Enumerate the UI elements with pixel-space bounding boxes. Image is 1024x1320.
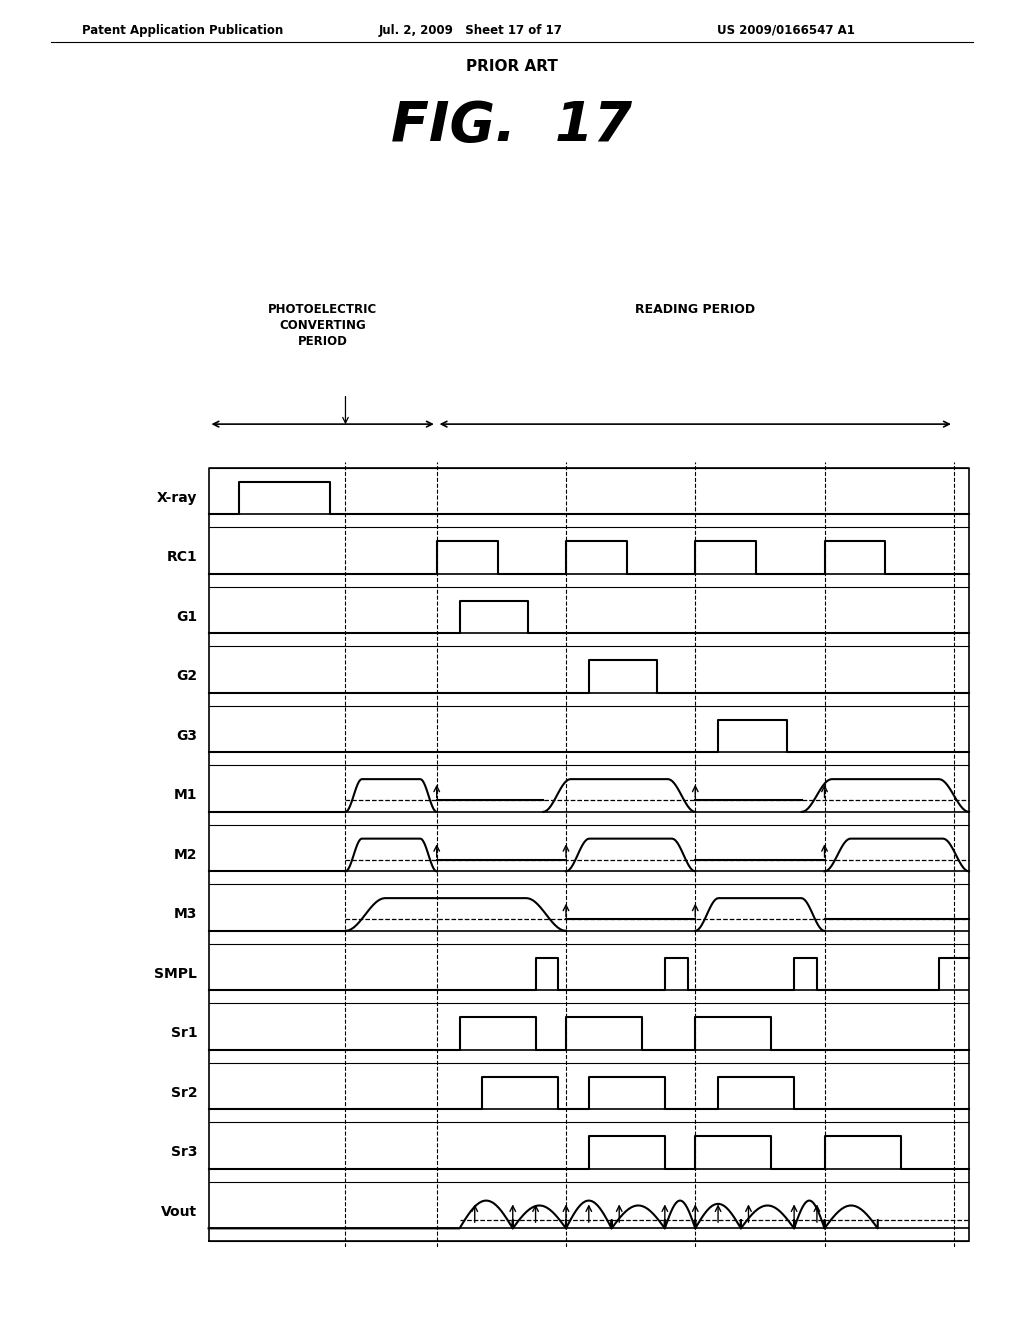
Text: G1: G1 bbox=[176, 610, 198, 624]
Text: G3: G3 bbox=[176, 729, 198, 743]
Text: FIG.  17: FIG. 17 bbox=[391, 99, 633, 153]
Text: PHOTOELECTRIC
CONVERTING
PERIOD: PHOTOELECTRIC CONVERTING PERIOD bbox=[268, 302, 377, 347]
Text: Sr3: Sr3 bbox=[171, 1146, 198, 1159]
Text: Sr2: Sr2 bbox=[171, 1086, 198, 1100]
Text: Sr1: Sr1 bbox=[171, 1027, 198, 1040]
Text: X-ray: X-ray bbox=[157, 491, 198, 506]
Text: PRIOR ART: PRIOR ART bbox=[466, 59, 558, 74]
Text: M1: M1 bbox=[174, 788, 198, 803]
Text: SMPL: SMPL bbox=[155, 968, 198, 981]
Text: RC1: RC1 bbox=[167, 550, 198, 565]
Text: M2: M2 bbox=[174, 847, 198, 862]
Text: Patent Application Publication: Patent Application Publication bbox=[82, 24, 284, 37]
Text: G2: G2 bbox=[176, 669, 198, 684]
Text: READING PERIOD: READING PERIOD bbox=[635, 302, 756, 315]
Text: M3: M3 bbox=[174, 907, 198, 921]
Text: Vout: Vout bbox=[161, 1205, 198, 1218]
Text: Jul. 2, 2009   Sheet 17 of 17: Jul. 2, 2009 Sheet 17 of 17 bbox=[379, 24, 563, 37]
Text: US 2009/0166547 A1: US 2009/0166547 A1 bbox=[717, 24, 855, 37]
